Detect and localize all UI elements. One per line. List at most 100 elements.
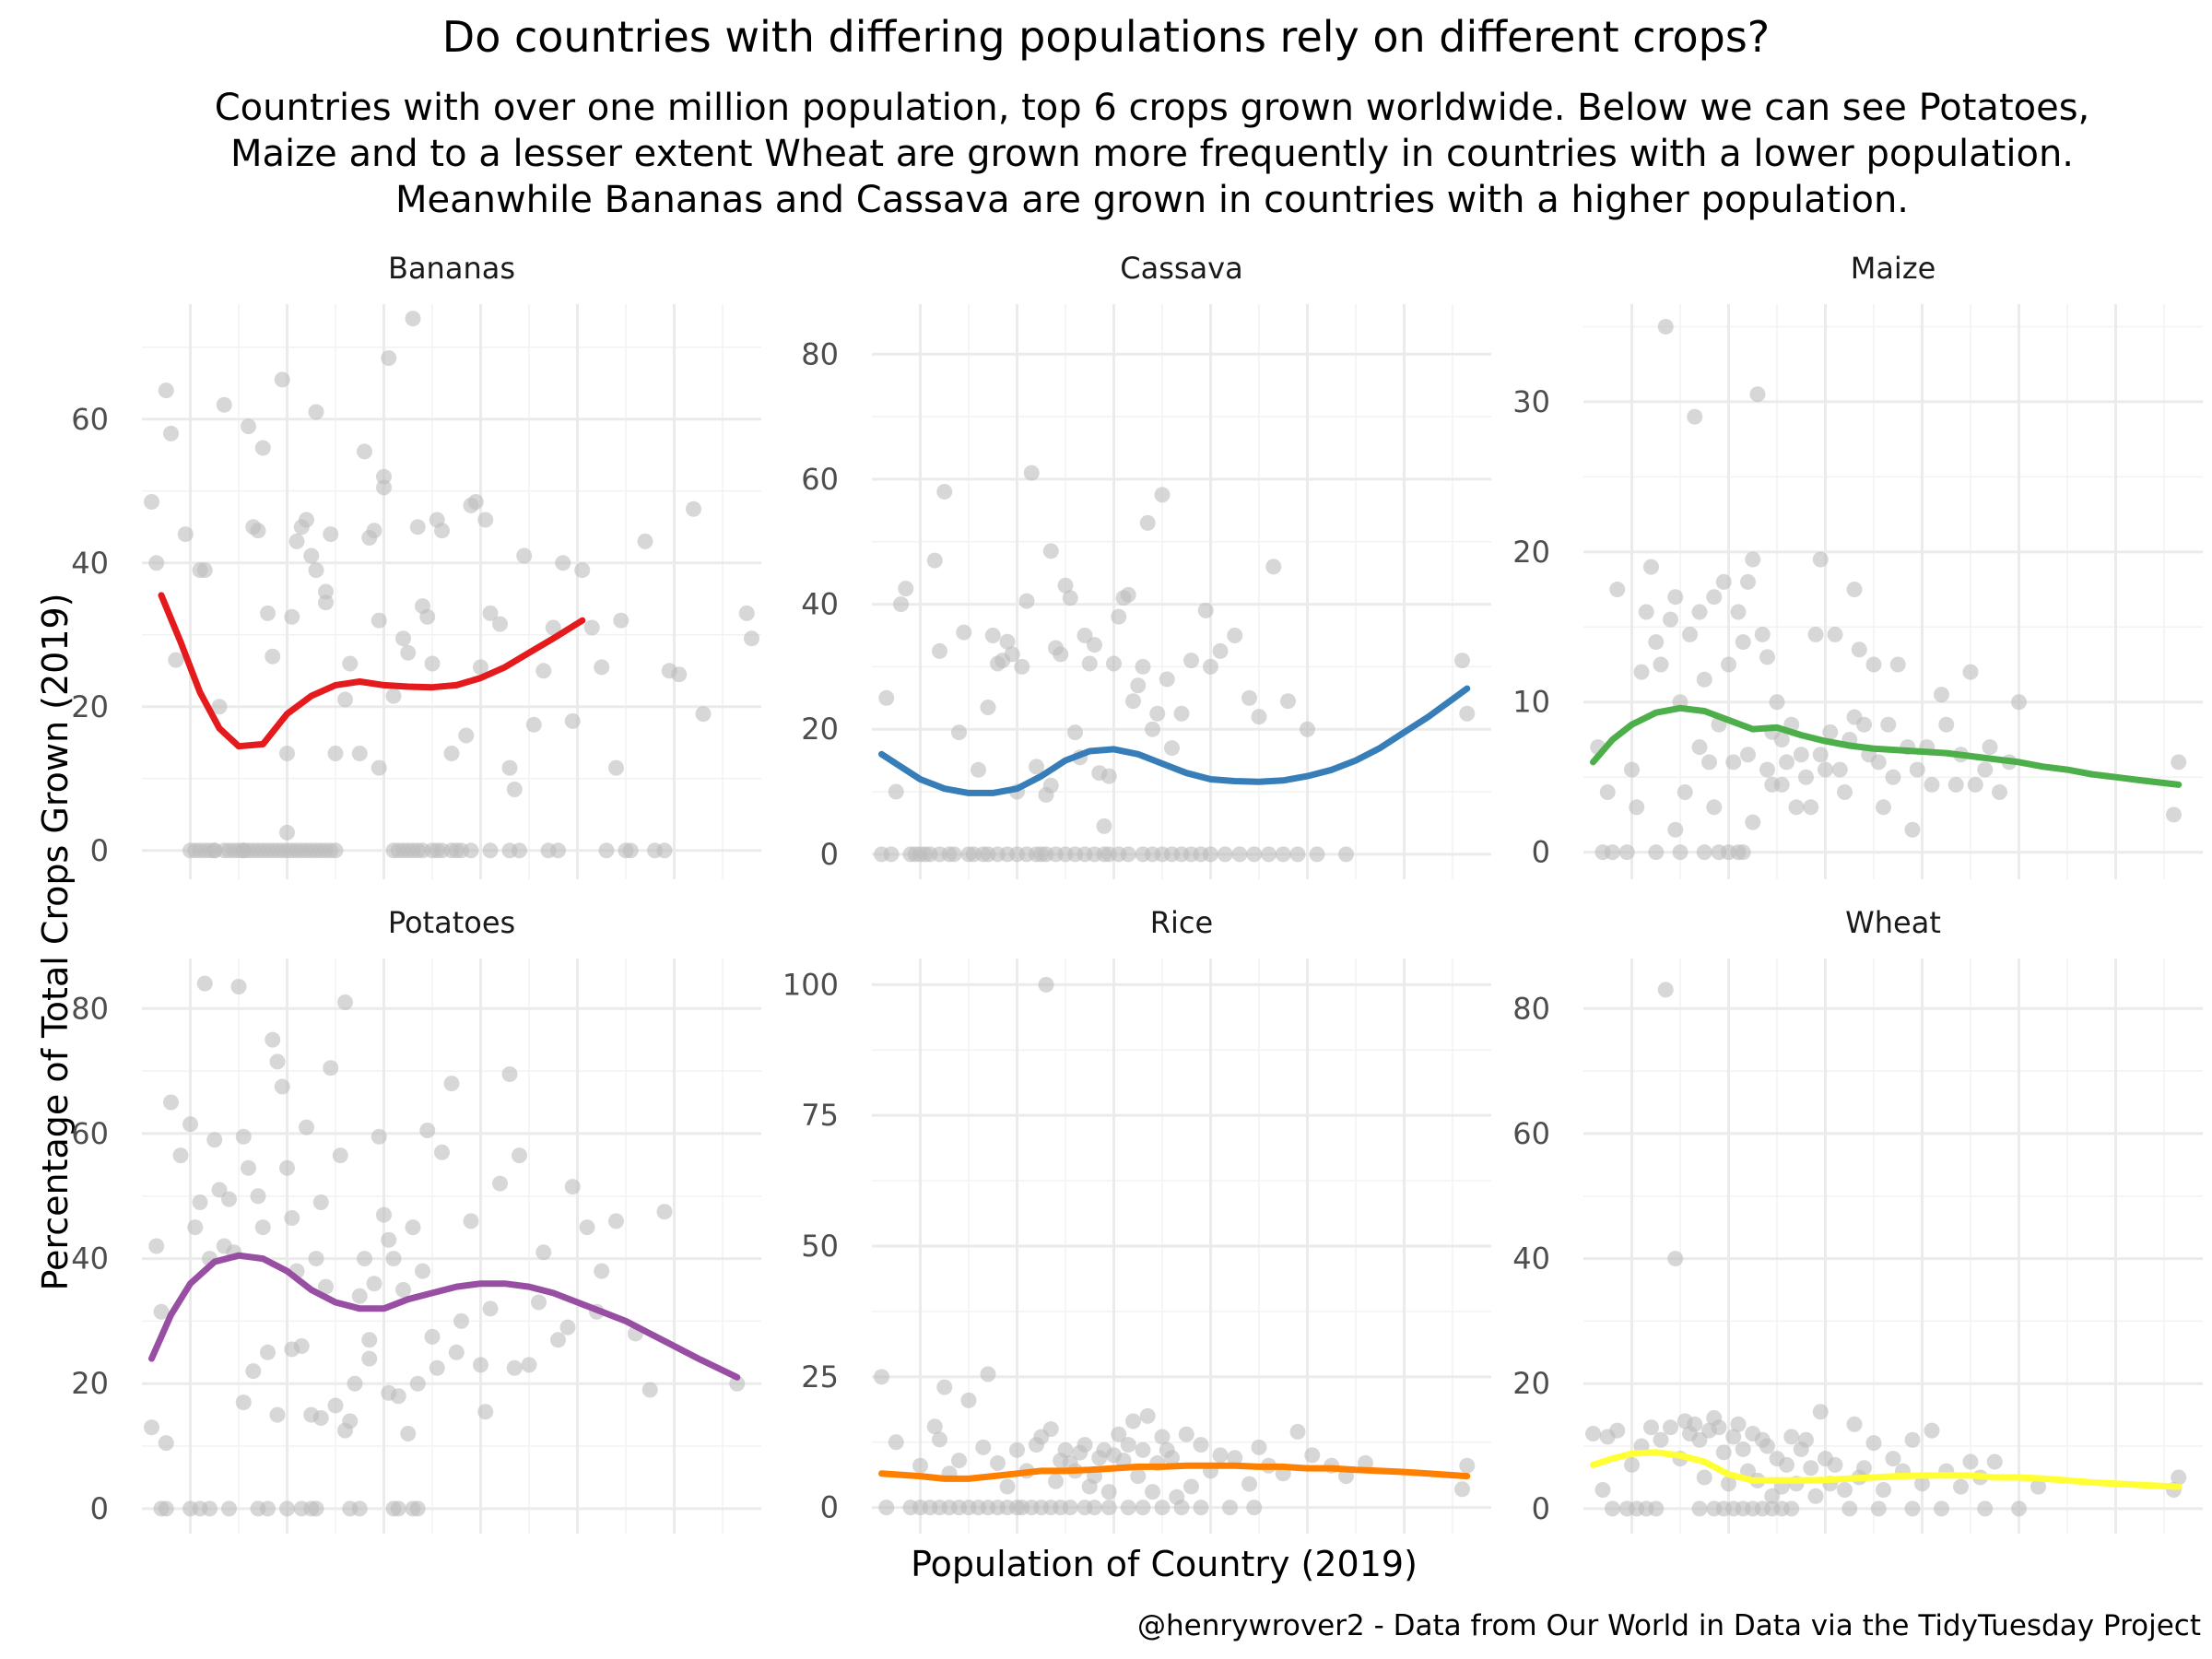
data-point — [1077, 1437, 1093, 1453]
data-point — [284, 1341, 300, 1358]
data-point — [1077, 627, 1093, 643]
data-point — [1735, 844, 1751, 861]
data-point — [564, 1179, 581, 1195]
data-point — [492, 616, 508, 632]
data-point — [1193, 1437, 1209, 1453]
data-point — [1164, 1450, 1180, 1466]
data-point — [1178, 1426, 1194, 1442]
data-point — [1880, 716, 1897, 733]
data-point — [1667, 589, 1684, 606]
subtitle-line-2: Maize and to a lesser extent Wheat are g… — [229, 133, 2075, 175]
data-point — [1246, 1500, 1263, 1516]
data-point — [1227, 1450, 1243, 1466]
data-point — [299, 512, 314, 528]
data-point — [376, 1206, 392, 1223]
data-point — [1924, 1422, 1940, 1439]
data-point — [1633, 664, 1650, 680]
data-point — [361, 1350, 378, 1367]
y-tick-label: 0 — [820, 837, 839, 872]
data-point — [656, 1204, 673, 1220]
data-point — [351, 1288, 368, 1304]
data-point — [1962, 1453, 1979, 1470]
y-tick-label: 30 — [1512, 384, 1550, 419]
data-point — [1715, 1444, 1732, 1461]
data-point — [1454, 1481, 1470, 1498]
data-point — [477, 1404, 494, 1420]
data-point — [1261, 846, 1277, 863]
data-point — [744, 630, 759, 647]
data-point — [1725, 754, 1742, 771]
data-point — [269, 1406, 286, 1423]
y-tick-label: 60 — [801, 462, 839, 497]
data-point — [337, 691, 353, 708]
data-point — [1023, 465, 1040, 481]
data-point — [288, 533, 305, 549]
data-point — [1087, 637, 1102, 653]
data-point — [366, 523, 382, 539]
data-point — [1730, 604, 1747, 620]
data-point — [158, 382, 174, 399]
data-point — [990, 1454, 1006, 1471]
data-point — [1986, 1453, 2003, 1470]
y-tick-label: 0 — [90, 1491, 109, 1526]
y-tick-label: 80 — [71, 991, 109, 1026]
data-point — [385, 688, 402, 704]
data-point — [1624, 1456, 1640, 1473]
data-point — [888, 783, 904, 800]
data-point — [327, 1397, 344, 1414]
y-tick-label: 40 — [1512, 1241, 1550, 1277]
data-point — [1773, 731, 1790, 747]
data-point — [1783, 1500, 1800, 1517]
data-point — [583, 619, 600, 636]
data-point — [482, 605, 499, 621]
data-point — [932, 642, 947, 659]
data-point — [898, 581, 914, 597]
data-point — [1048, 1473, 1064, 1489]
data-point — [148, 1238, 165, 1254]
data-point — [163, 1094, 179, 1111]
data-point — [960, 1392, 977, 1408]
data-point — [429, 1359, 445, 1376]
data-point — [1067, 724, 1083, 741]
data-point — [221, 1500, 237, 1517]
facet-potatoes: Potatoes 0 20 40 60 80 — [71, 905, 761, 1534]
data-point — [1217, 846, 1233, 863]
data-point — [357, 1251, 372, 1267]
data-point — [1711, 1419, 1727, 1436]
data-point — [419, 1123, 436, 1139]
data-point — [463, 842, 479, 859]
data-point — [211, 699, 228, 715]
y-tick-label: 0 — [1532, 1491, 1550, 1526]
data-point — [1227, 627, 1243, 643]
data-point — [235, 1394, 252, 1411]
data-point — [1004, 646, 1020, 663]
data-point — [980, 1366, 996, 1382]
data-point — [512, 1147, 527, 1164]
data-point — [323, 1060, 339, 1077]
data-point — [1145, 721, 1160, 737]
data-point — [559, 1319, 576, 1335]
data-point — [482, 842, 499, 859]
data-point — [415, 1263, 430, 1279]
data-point — [1154, 1429, 1171, 1445]
data-point — [1798, 769, 1814, 785]
data-point — [1798, 1431, 1814, 1448]
y-tick-label: 60 — [1512, 1116, 1550, 1151]
data-point — [1203, 846, 1218, 863]
facet-title-wheat: Wheat — [1845, 905, 1941, 940]
data-point — [1977, 761, 1994, 778]
data-point — [308, 1251, 324, 1267]
data-point — [400, 644, 417, 661]
data-point — [216, 396, 232, 413]
data-point — [1309, 846, 1325, 863]
y-tick-label: 10 — [1512, 685, 1550, 720]
data-point — [926, 1418, 943, 1435]
data-point — [1846, 1416, 1863, 1432]
y-tick-label: 100 — [782, 967, 839, 1002]
data-point — [347, 1375, 363, 1392]
data-point — [1193, 1500, 1209, 1516]
data-point — [1885, 769, 1901, 785]
data-point — [1803, 799, 1819, 816]
data-point — [1691, 1431, 1708, 1448]
data-point — [211, 1182, 228, 1198]
